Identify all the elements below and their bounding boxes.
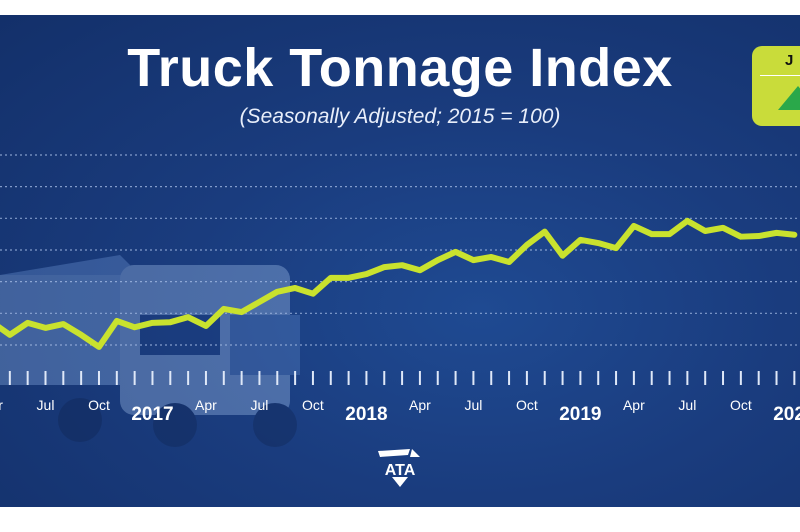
x-tick-label: Apr (623, 397, 645, 413)
x-tick-label: Jul (464, 397, 482, 413)
svg-text:ATA: ATA (385, 462, 416, 479)
x-tick-label: Oct (88, 397, 110, 413)
x-axis-labels: Apr Jul Oct 2017 Apr Jul Oct 2018 Apr Jul Oct 2019 A… (0, 397, 800, 425)
x-tick-label: Oct (302, 397, 324, 413)
x-tick-label: 2018 (345, 404, 387, 425)
x-tick-label: Jul (250, 397, 268, 413)
up-triangle-icon (778, 86, 800, 110)
chart-subtitle: (Seasonally Adjusted; 2015 = 100) (239, 105, 561, 128)
chart-title: Truck Tonnage Index (127, 38, 673, 98)
series-line (0, 217, 798, 350)
x-tick-label: 2019 (559, 404, 601, 425)
x-tick-label: Apr (195, 397, 217, 413)
x-tick-label: Apr (0, 397, 3, 413)
badge-label: J (785, 52, 794, 69)
x-tick-label: 2020 (773, 404, 800, 425)
x-tick-label: Apr (409, 397, 431, 413)
badge-divider (760, 75, 800, 76)
index-line (0, 217, 798, 350)
x-tick-label: Oct (516, 397, 538, 413)
x-axis-ticks (8, 371, 796, 385)
ata-logo: ATA (378, 449, 420, 487)
trend-badge: J (752, 46, 800, 126)
chart-panel: Truck Tonnage Index (Seasonally Adjusted… (0, 15, 800, 507)
x-tick-label: 2017 (131, 404, 173, 425)
gridlines (0, 154, 800, 346)
x-tick-label: Jul (678, 397, 696, 413)
x-tick-label: Jul (37, 397, 55, 413)
x-tick-label: Oct (730, 397, 752, 413)
